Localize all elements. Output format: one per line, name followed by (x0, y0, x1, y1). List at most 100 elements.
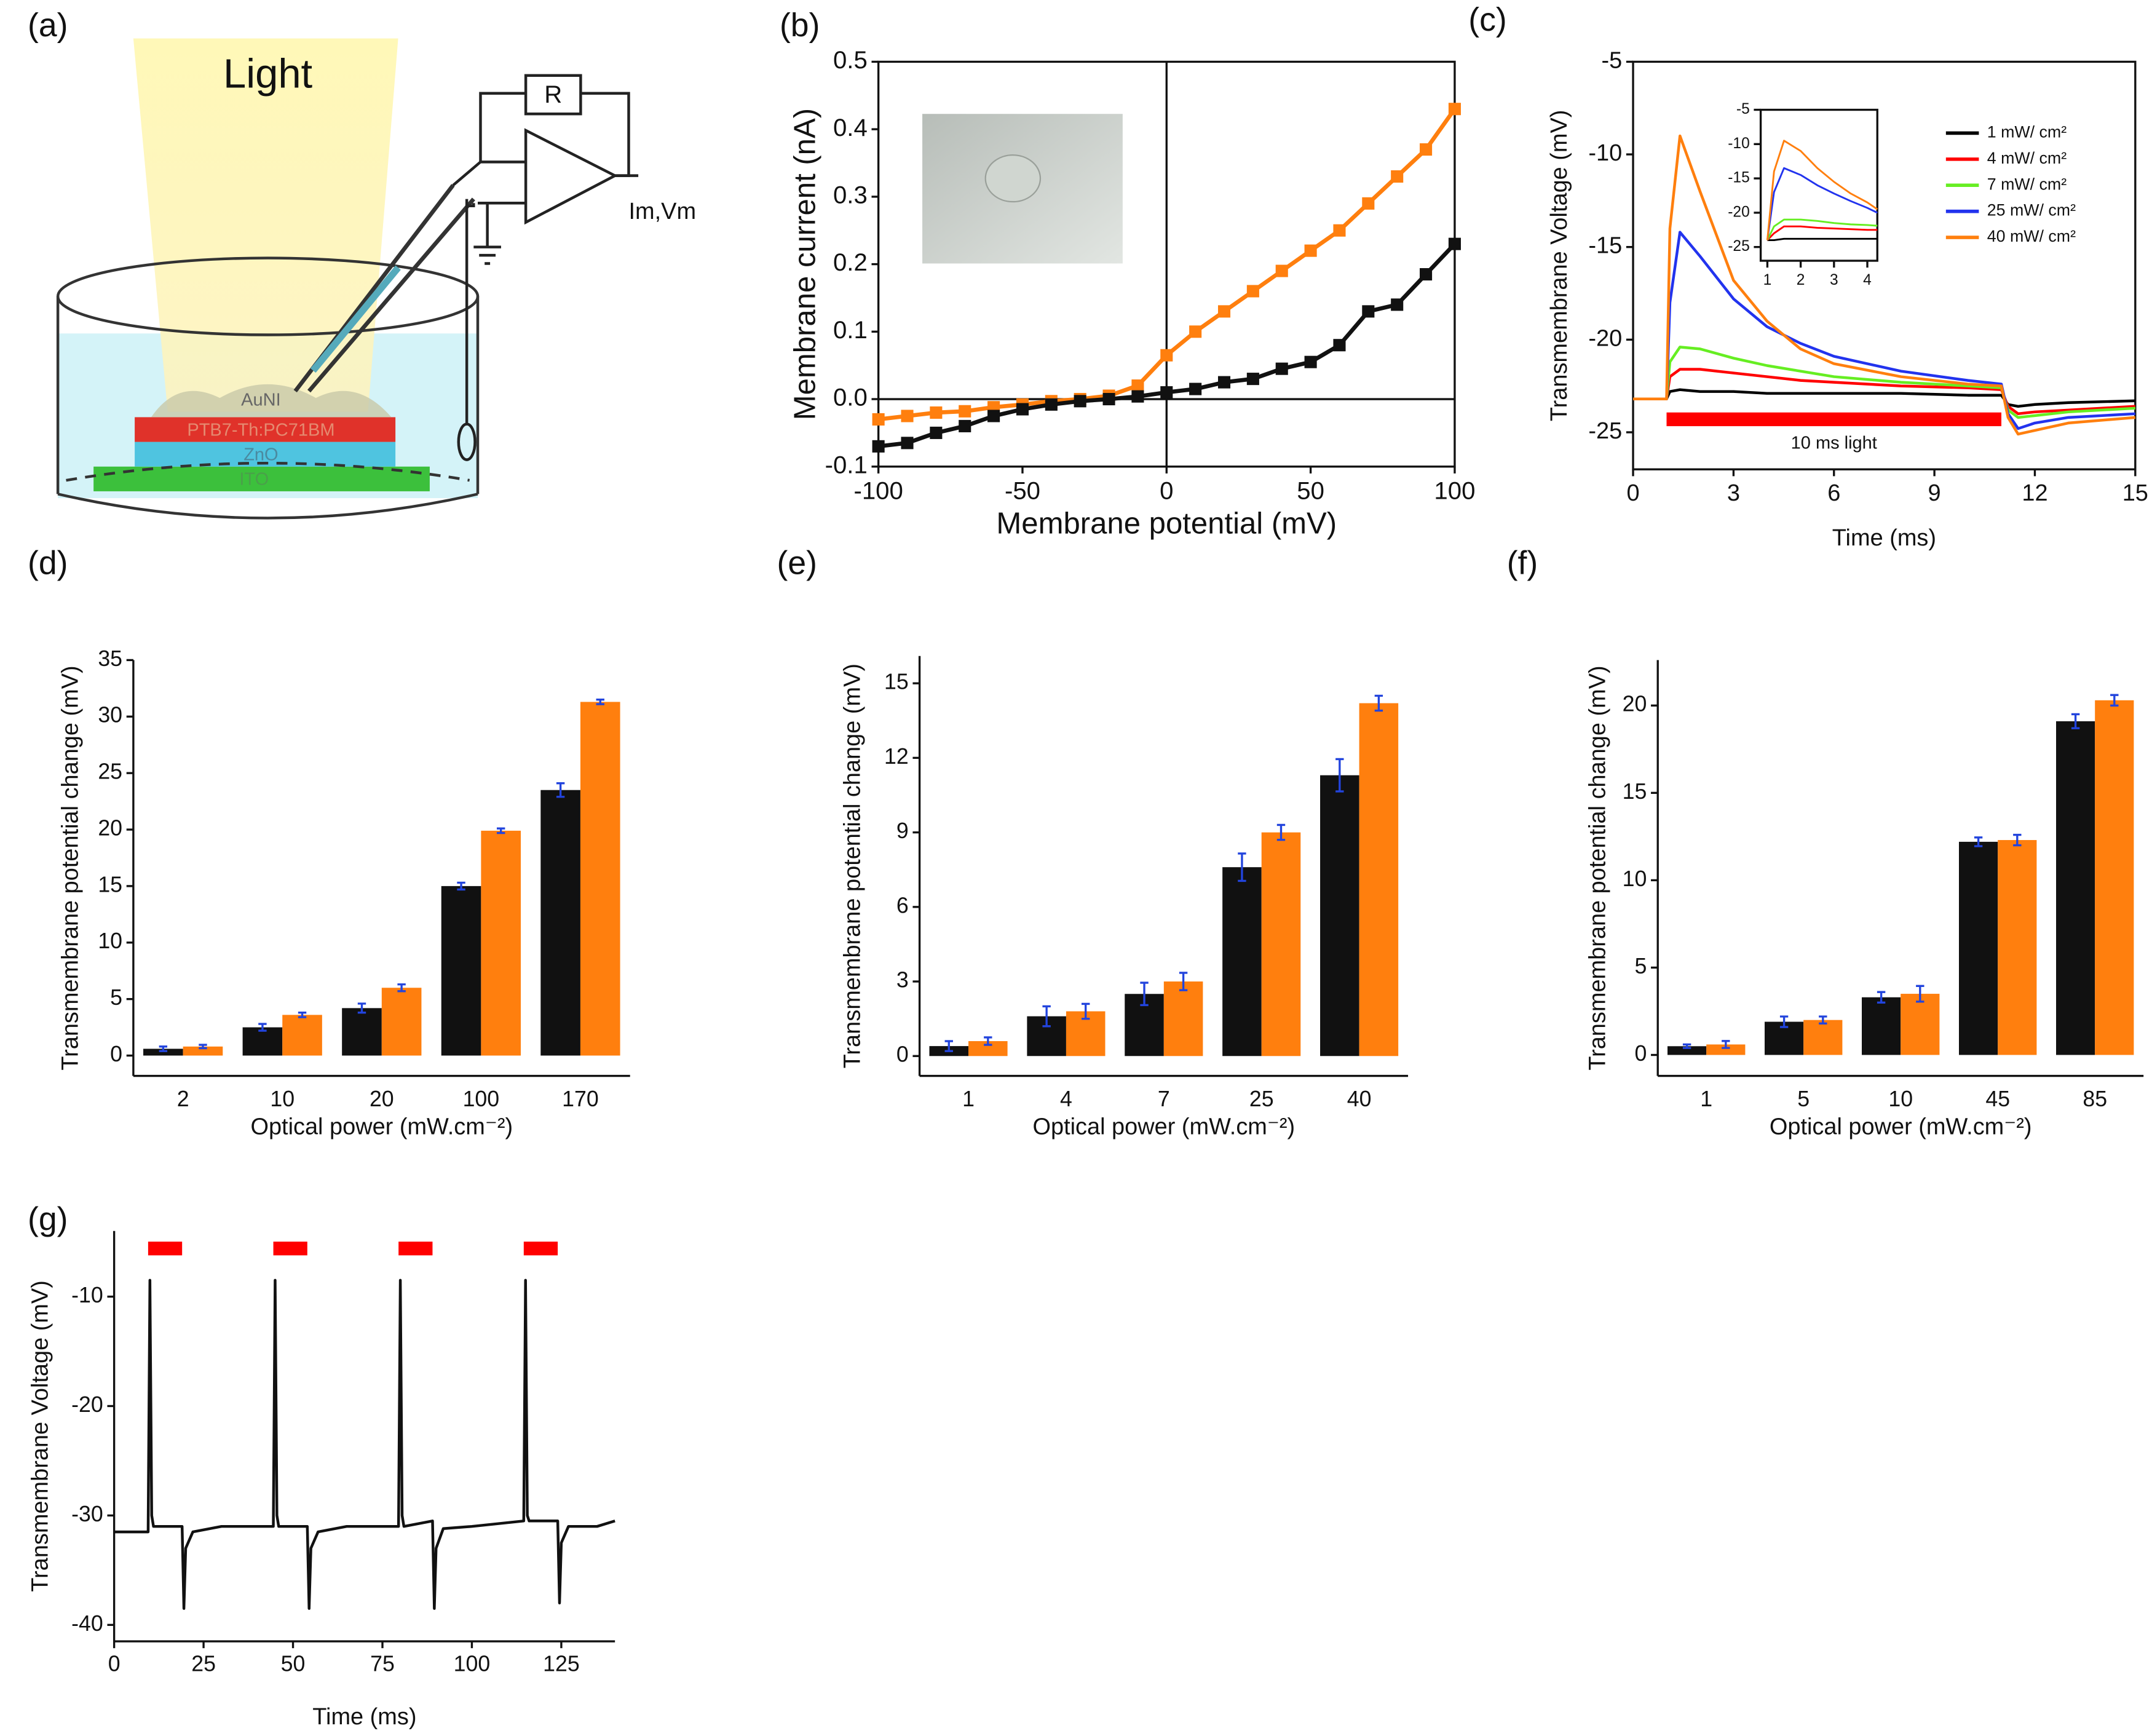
error-bar (556, 782, 565, 798)
error-bar (1682, 1043, 1691, 1049)
bar (342, 1008, 382, 1056)
bar (1261, 832, 1301, 1056)
y-tick-label: 30 (98, 703, 122, 727)
error-bar (596, 699, 604, 705)
bar (183, 1046, 223, 1056)
y-tick-label: -30 (71, 1502, 103, 1526)
x-tick-label: 1 (1763, 272, 1772, 288)
error-bar (457, 881, 465, 891)
diagram-label: ITO (239, 470, 269, 489)
marker (1391, 170, 1404, 183)
marker (872, 440, 885, 453)
y-tick-label: 0.4 (833, 114, 868, 141)
bar (2095, 700, 2134, 1055)
dish-bottom (57, 493, 478, 520)
y-tick-label: 20 (98, 815, 122, 840)
plot-frame (1632, 60, 2137, 470)
light-pulse (148, 1242, 183, 1256)
y-axis-label: Transmembrane Voltage (mV) (1546, 110, 1572, 422)
y-tick-label: 5 (110, 985, 122, 1010)
y-axis-label: Membrane current (nA) (789, 108, 822, 420)
active-layer (135, 417, 396, 442)
error-bar (357, 1002, 366, 1014)
error-bar (199, 1044, 207, 1050)
marker (872, 413, 885, 426)
marker (1275, 264, 1288, 277)
y-tick-label: 0 (1634, 1041, 1647, 1066)
legend-label: 25 mW/ cm² (1987, 201, 2076, 220)
series-line (1766, 218, 1878, 241)
y-tick-label: 35 (98, 646, 122, 671)
legend-label: 1 mW/ cm² (1987, 123, 2067, 141)
x-tick-label: 12 (2022, 480, 2047, 506)
y-tick-label: 3 (896, 967, 909, 992)
x-tick-label: 1 (962, 1087, 975, 1111)
panel-label: (c) (1468, 2, 1506, 38)
diagram-label: R (544, 81, 562, 108)
panel-label: (f) (1507, 545, 1538, 582)
bar (242, 1027, 283, 1056)
y-tick-label: -10 (1728, 135, 1749, 152)
bar (2056, 721, 2095, 1055)
marker (959, 419, 971, 432)
series-line (1633, 134, 2135, 436)
x-tick-label: 125 (543, 1652, 580, 1676)
x-axis-label: Optical power (mW.cm⁻²) (250, 1114, 513, 1139)
x-tick-label: 3 (1830, 272, 1838, 288)
y-tick-label: 0.3 (833, 181, 868, 208)
marker (1362, 305, 1375, 318)
error-bar (397, 983, 406, 993)
diagram-label: AuNI (241, 390, 280, 410)
x-tick-label: 10 (270, 1087, 295, 1111)
y-tick-label: 15 (1623, 779, 1647, 804)
error-bar (1140, 981, 1149, 1007)
x-tick-label: 170 (562, 1087, 599, 1111)
marker (1304, 355, 1317, 368)
light-pulse (398, 1242, 433, 1256)
y-tick-label: 12 (884, 744, 909, 769)
marker (1333, 339, 1346, 352)
x-tick-label: 100 (463, 1087, 500, 1111)
y-axis-label: Transmembrane potential change (mV) (1584, 665, 1610, 1070)
bar (381, 988, 422, 1056)
x-tick-label: 45 (1985, 1087, 2010, 1111)
x-tick-label: 100 (454, 1652, 491, 1676)
y-axis-label: Transmembrane potential change (mV) (839, 664, 865, 1068)
error-bar (159, 1045, 168, 1052)
legend-label: 4 mW/ cm² (1987, 149, 2067, 167)
error-bar (1779, 1015, 1789, 1028)
x-axis-label: Optical power (mW.cm⁻²) (1032, 1114, 1295, 1139)
x-tick-label: 7 (1158, 1087, 1170, 1111)
legend-label: 40 mW/ cm² (1987, 227, 2076, 245)
error-bar (1276, 823, 1286, 841)
electrode (457, 422, 477, 461)
marker (959, 405, 971, 418)
series-line (1766, 167, 1878, 240)
y-tick-label: 15 (98, 872, 122, 897)
error-bar (1974, 836, 1983, 847)
error-bar (1335, 758, 1344, 793)
y-tick-label: 10 (1623, 866, 1647, 891)
bar (540, 790, 580, 1056)
x-tick-label: 6 (1827, 480, 1840, 506)
y-tick-label: -15 (1588, 233, 1622, 259)
error-bar (1877, 991, 1886, 1004)
error-bar (1722, 1040, 1730, 1049)
diagram-label: ZnO (243, 445, 278, 465)
annotation: 10 ms light (1791, 434, 1877, 453)
light-beam (133, 38, 398, 412)
y-tick-label: 9 (896, 818, 909, 843)
marker (1420, 143, 1433, 156)
x-tick-label: 85 (2083, 1087, 2107, 1111)
series-line (1633, 388, 2135, 408)
marker (1217, 376, 1231, 389)
x-tick-label: -100 (853, 477, 903, 504)
plot-frame (1759, 108, 1878, 262)
marker (1246, 285, 1259, 298)
y-tick-label: -25 (1728, 238, 1749, 255)
y-tick-label: 25 (98, 759, 122, 784)
setup-diagram: Light R Im,Vm AuNI PTB7-Th:PC71BM ZnO IT… (56, 38, 696, 520)
series-line (1633, 368, 2135, 416)
marker (930, 406, 943, 419)
